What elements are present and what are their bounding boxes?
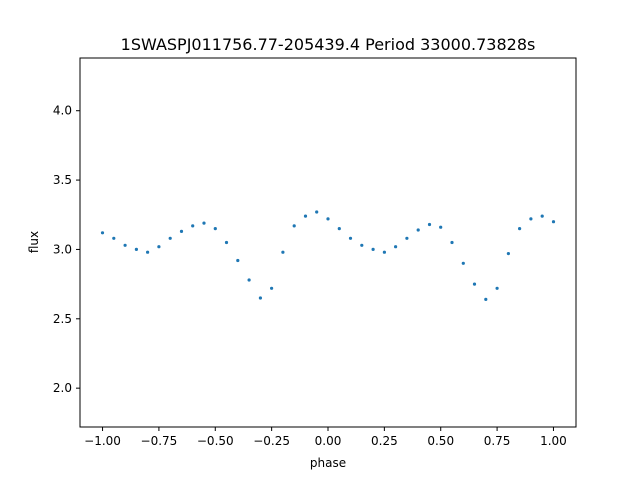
- y-tick-label: 4.0: [53, 104, 72, 118]
- x-tick-label: 0.50: [427, 434, 454, 448]
- x-tick-label: 0.00: [315, 434, 342, 448]
- data-point: [506, 252, 510, 256]
- data-point: [168, 236, 172, 240]
- data-point: [461, 261, 465, 265]
- data-point: [472, 282, 477, 286]
- data-point: [529, 217, 533, 221]
- data-point: [202, 221, 206, 225]
- x-tick-label: −1.00: [84, 434, 121, 448]
- plot-frame: [79, 57, 577, 428]
- data-point: [270, 286, 274, 290]
- data-point: [236, 258, 240, 263]
- data-point: [394, 245, 398, 249]
- data-point: [405, 236, 409, 240]
- data-point: [315, 210, 319, 214]
- x-tick-label: 0.75: [484, 434, 511, 448]
- data-point: [100, 231, 105, 235]
- data-point: [348, 236, 353, 240]
- data-point: [326, 217, 330, 221]
- data-point: [495, 286, 499, 290]
- y-tick-label: 2.5: [53, 312, 72, 326]
- data-point: [371, 247, 375, 251]
- data-point: [292, 224, 296, 228]
- y-tick-label: 3.0: [53, 242, 72, 256]
- x-tick-label: 0.25: [371, 434, 398, 448]
- x-tick-label: −0.25: [253, 434, 290, 448]
- data-point: [382, 250, 386, 254]
- data-point: [224, 240, 229, 245]
- x-tick-label: −0.50: [197, 434, 234, 448]
- data-point: [281, 250, 285, 254]
- x-axis-label: phase: [310, 456, 346, 470]
- data-point: [427, 222, 432, 227]
- data-point: [551, 220, 556, 224]
- data-point: [303, 214, 308, 218]
- data-point: [134, 247, 138, 251]
- y-tick-label: 3.5: [53, 173, 72, 187]
- data-point: [540, 214, 544, 218]
- data-point: [157, 245, 161, 249]
- y-tick-label: 2.0: [53, 381, 72, 395]
- y-axis-label: flux: [27, 231, 41, 253]
- data-point: [112, 236, 116, 240]
- data-point: [518, 227, 522, 231]
- x-tick-label: 1.00: [540, 434, 567, 448]
- data-point: [213, 227, 217, 231]
- scatter-points: [100, 210, 556, 301]
- data-point: [484, 297, 488, 301]
- chart-title: 1SWASPJ011756.77-205439.4 Period 33000.7…: [121, 35, 536, 54]
- x-tick-label: −0.75: [141, 434, 178, 448]
- data-point: [360, 243, 364, 247]
- x-axis: −1.00 −0.75 −0.50 −0.25 0.00 0.25 0.50 0.75 1.00: [84, 427, 567, 448]
- data-point: [258, 296, 262, 300]
- data-point: [179, 229, 184, 233]
- data-point: [337, 227, 341, 231]
- data-point: [146, 250, 150, 254]
- data-point: [416, 228, 420, 232]
- y-axis: 2.0 2.5 3.0 3.5 4.0: [53, 104, 80, 395]
- data-point: [123, 243, 127, 247]
- data-point: [439, 225, 443, 229]
- data-point: [191, 224, 195, 228]
- data-point: [450, 240, 454, 245]
- data-point: [247, 278, 251, 282]
